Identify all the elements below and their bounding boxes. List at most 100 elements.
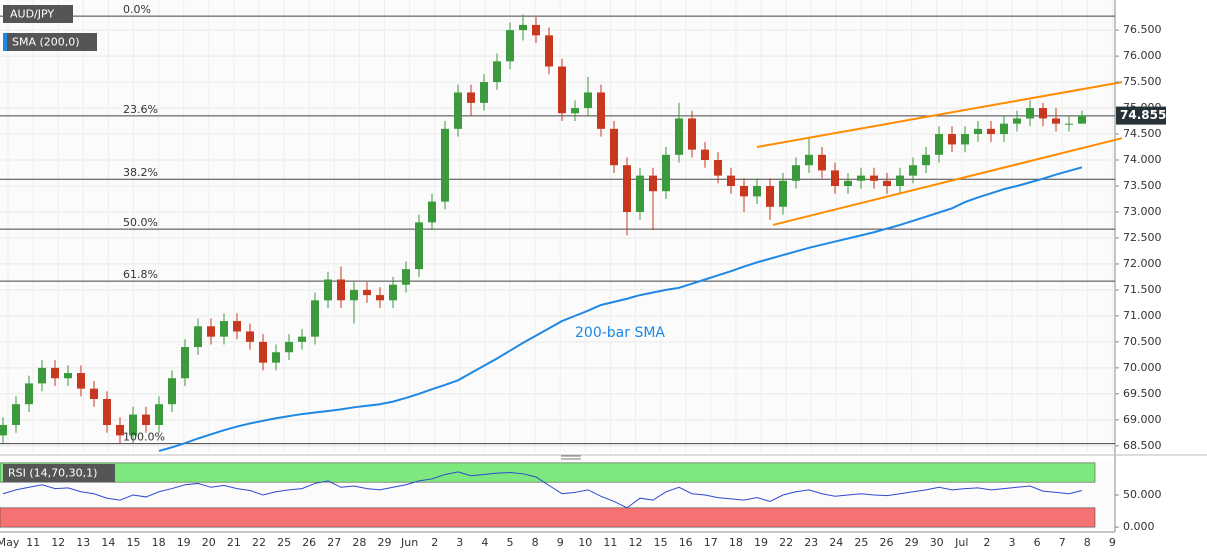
candle-body (181, 347, 189, 379)
x-tick-label: 29 (378, 536, 392, 549)
x-tick-label: 2 (431, 536, 438, 549)
candle-body (831, 170, 839, 186)
candle-body (454, 92, 462, 129)
fib-label: 100.0% (123, 431, 165, 444)
candle-body (1078, 115, 1086, 124)
candle-body (974, 128, 982, 135)
y-tick-label: 69.500 (1123, 387, 1162, 400)
candle-body (727, 175, 735, 186)
channel-line (772, 137, 1123, 226)
candle-body (155, 404, 163, 425)
x-tick-label: 5 (507, 536, 514, 549)
x-tick-label: 25 (277, 536, 291, 549)
candle-body (298, 336, 306, 342)
y-tick-label: 0.000 (1123, 520, 1155, 533)
x-tick-label: 6 (1034, 536, 1041, 549)
sma-line (158, 166, 1083, 452)
candle-body (337, 279, 345, 301)
y-tick-label: 50.000 (1123, 488, 1162, 501)
candle-body (38, 367, 46, 384)
candle-body (207, 326, 215, 337)
y-tick-label: 74.500 (1123, 127, 1162, 140)
x-tick-label: 18 (152, 536, 166, 549)
title-box (3, 5, 73, 23)
candle-body (441, 128, 449, 202)
candle-body (467, 92, 475, 103)
x-tick-label: 16 (679, 536, 693, 549)
candle-body (324, 279, 332, 301)
x-tick-label: 15 (127, 536, 141, 549)
candle-body (649, 175, 657, 192)
candle-body (363, 289, 371, 296)
x-tick-label: 18 (729, 536, 743, 549)
candle-body (753, 185, 761, 197)
x-tick-label: 22 (779, 536, 793, 549)
rsi-zone (0, 462, 1096, 483)
x-tick-label: 3 (1009, 536, 1016, 549)
candle-body (792, 165, 800, 181)
candle-body (376, 295, 384, 301)
rsi-title: RSI (14,70,30,1) (8, 467, 97, 480)
candle-body (636, 175, 644, 212)
candle-body (350, 289, 358, 301)
legend-swatch (3, 33, 7, 51)
x-tick-label: 19 (177, 536, 191, 549)
candle-body (90, 388, 98, 400)
x-tick-label: Jul (954, 536, 968, 549)
legend-label: SMA (200,0) (12, 36, 80, 49)
candle-body (584, 92, 592, 109)
x-tick-label: 17 (704, 536, 718, 549)
candle-body (64, 373, 72, 379)
x-tick-label: 3 (456, 536, 463, 549)
candle-body (1026, 108, 1034, 119)
y-tick-label: 72.000 (1123, 257, 1162, 270)
candle-body (597, 92, 605, 129)
candle-body (844, 180, 852, 186)
candle-body (779, 180, 787, 207)
candle-body (506, 30, 514, 62)
fib-label: 0.0% (123, 3, 151, 16)
last-price-label: 74.855 (1120, 108, 1166, 122)
y-tick-label: 73.000 (1123, 205, 1162, 218)
x-tick-label: 23 (804, 536, 818, 549)
x-tick-label: 8 (1084, 536, 1091, 549)
annotation: 200-bar SMA (575, 325, 665, 341)
x-tick-label: 15 (654, 536, 668, 549)
candle-body (948, 134, 956, 145)
x-tick-label: 24 (829, 536, 843, 549)
candle-body (103, 399, 111, 425)
candle-body (1013, 118, 1021, 124)
fib-label: 61.8% (123, 268, 158, 281)
candle-body (675, 118, 683, 155)
candle-body (1000, 123, 1008, 135)
candle-body (662, 154, 670, 192)
candle-body (402, 269, 410, 285)
fib-label: 38.2% (123, 166, 158, 179)
x-tick-label: 8 (532, 536, 539, 549)
y-tick-label: 70.000 (1123, 361, 1162, 374)
candle-body (896, 175, 904, 186)
candle-body (714, 160, 722, 176)
candle-body (688, 118, 696, 150)
candle-body (740, 185, 748, 197)
candle-body (285, 341, 293, 353)
candle-body (168, 378, 176, 405)
fib-label: 23.6% (123, 103, 158, 116)
x-tick-label: May (0, 536, 20, 549)
legend-box (3, 33, 97, 51)
candle-body (480, 82, 488, 103)
candle-body (1039, 108, 1047, 119)
candle-body (883, 180, 891, 186)
y-tick-label: 72.500 (1123, 231, 1162, 244)
candle-body (233, 321, 241, 332)
x-tick-label: Jun (400, 536, 418, 549)
x-tick-label: 30 (930, 536, 944, 549)
candle-body (818, 154, 826, 171)
candle-body (493, 61, 501, 83)
candle-body (116, 424, 124, 436)
candle-body (1065, 123, 1073, 125)
candle-body (428, 201, 436, 223)
candle-body (259, 341, 267, 363)
candle-body (25, 383, 33, 405)
